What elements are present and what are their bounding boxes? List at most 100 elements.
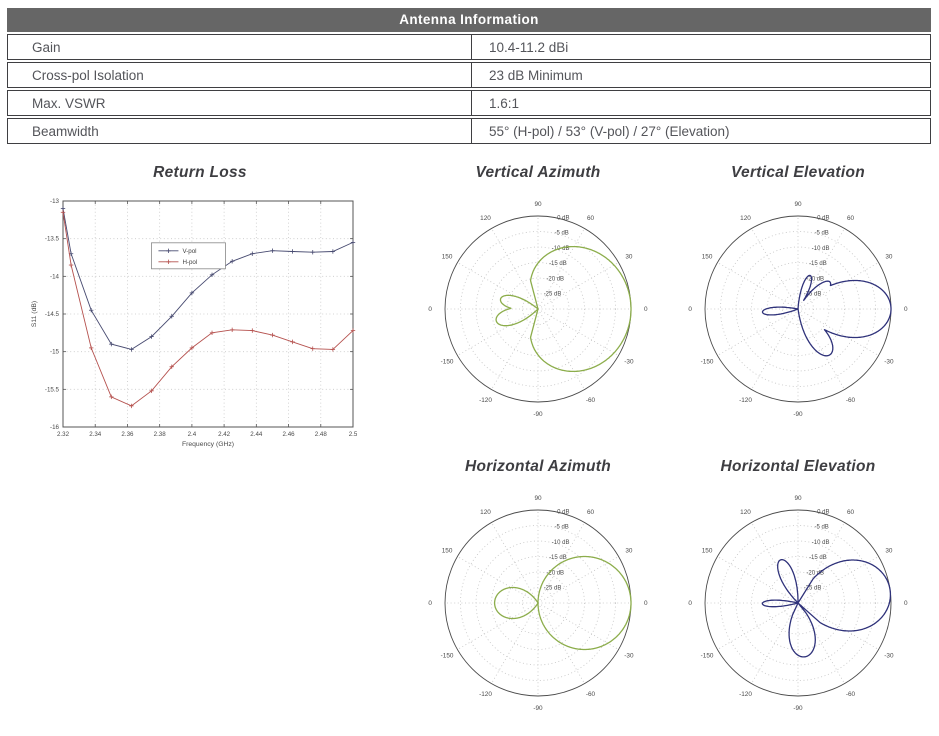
svg-text:60: 60	[847, 215, 855, 222]
row-label: Beamwidth	[32, 123, 99, 139]
svg-text:2.4: 2.4	[188, 431, 197, 438]
svg-text:0: 0	[644, 600, 648, 607]
svg-text:2.34: 2.34	[89, 431, 102, 438]
vertical-azimuth-chart-block: Vertical Azimuth 90 60 30 0 -30 -60 -90 -120 -15…	[428, 161, 648, 429]
row-label: Max. VSWR	[32, 95, 106, 111]
svg-text:-20 dB: -20 dB	[546, 276, 564, 282]
svg-text:-10 dB: -10 dB	[552, 246, 570, 252]
chart-title: Vertical Elevation	[730, 164, 866, 181]
vertical-elevation-polar-plot: 90 60 30 0 -30 -60 -90 -120 -150 180 150 120 0 dB -5 …	[688, 201, 908, 418]
svg-text:-15.5: -15.5	[45, 386, 60, 393]
svg-text:-10 dB: -10 dB	[552, 540, 570, 546]
svg-text:90: 90	[534, 495, 542, 502]
table-row-beamwidth: Beamwidth 55° (H-pol) / 53° (V-pol) / 27…	[7, 118, 931, 144]
svg-text:120: 120	[740, 215, 751, 222]
table-row-vswr: Max. VSWR 1.6:1	[7, 90, 931, 116]
svg-text:60: 60	[587, 509, 595, 516]
svg-text:-15 dB: -15 dB	[549, 555, 567, 561]
svg-text:2.36: 2.36	[121, 431, 134, 438]
svg-text:-30: -30	[884, 653, 894, 660]
svg-text:-120: -120	[739, 691, 752, 698]
row-value: 23 dB Minimum	[471, 63, 930, 87]
svg-text:S11 (dB): S11 (dB)	[31, 301, 38, 327]
svg-text:-150: -150	[441, 653, 454, 660]
svg-text:-60: -60	[846, 397, 856, 404]
row-value: 10.4-11.2 dBi	[471, 35, 930, 59]
svg-text:-13: -13	[50, 198, 60, 205]
svg-text:-5 dB: -5 dB	[814, 525, 828, 531]
svg-text:-150: -150	[441, 359, 454, 366]
svg-text:60: 60	[587, 215, 595, 222]
svg-text:90: 90	[794, 201, 802, 208]
row-value: 1.6:1	[471, 91, 930, 115]
horizontal-elevation-polar-plot: 90 60 30 0 -30 -60 -90 -120 -150 180 150 120 0 dB -5 …	[688, 495, 908, 712]
svg-text:0 dB: 0 dB	[817, 215, 829, 221]
chart-title: Horizontal Azimuth	[464, 458, 612, 475]
svg-text:-30: -30	[624, 359, 634, 366]
return-loss-chart-block: Return Loss 2.32 2.34 2.36 2.38 2.4 2.42 2.44 2…	[15, 161, 385, 461]
svg-text:-120: -120	[479, 691, 492, 698]
svg-text:150: 150	[702, 548, 713, 555]
svg-text:-90: -90	[533, 705, 543, 712]
svg-text:150: 150	[702, 254, 713, 261]
svg-text:0: 0	[904, 600, 908, 607]
svg-text:120: 120	[480, 509, 491, 516]
svg-text:60: 60	[847, 509, 855, 516]
svg-text:-15: -15	[50, 349, 60, 356]
svg-text:-5 dB: -5 dB	[554, 231, 568, 237]
svg-text:-16: -16	[50, 424, 60, 431]
svg-text:180: 180	[688, 306, 692, 313]
svg-text:-120: -120	[739, 397, 752, 404]
svg-text:V-pol: V-pol	[182, 248, 196, 255]
row-label: Gain	[32, 39, 61, 55]
antenna-info-table: Antenna Information Gain 10.4-11.2 dBi C…	[7, 8, 931, 144]
svg-text:-25 dB: -25 dB	[804, 292, 822, 298]
table-row-gain: Gain 10.4-11.2 dBi	[7, 34, 931, 60]
svg-text:-120: -120	[479, 397, 492, 404]
svg-text:180: 180	[688, 600, 692, 607]
svg-text:2.48: 2.48	[315, 431, 328, 438]
svg-text:-25 dB: -25 dB	[804, 586, 822, 592]
svg-text:30: 30	[625, 254, 633, 261]
svg-text:2.5: 2.5	[349, 431, 358, 438]
svg-text:2.32: 2.32	[57, 431, 70, 438]
svg-text:2.38: 2.38	[154, 431, 167, 438]
svg-text:-10 dB: -10 dB	[812, 540, 830, 546]
svg-text:-20 dB: -20 dB	[806, 276, 824, 282]
svg-text:-25 dB: -25 dB	[544, 292, 562, 298]
chart-title: Return Loss	[153, 164, 247, 181]
svg-text:180: 180	[428, 306, 432, 313]
svg-text:120: 120	[740, 509, 751, 516]
svg-text:-30: -30	[884, 359, 894, 366]
horizontal-elevation-chart-block: Horizontal Elevation 90 60 30 0 -30 -60 -90 -12…	[688, 455, 908, 723]
svg-text:-5 dB: -5 dB	[814, 231, 828, 237]
svg-text:-25 dB: -25 dB	[544, 586, 562, 592]
vertical-azimuth-polar-plot: 90 60 30 0 -30 -60 -90 -120 -150 180 150 120 0 dB -5 …	[428, 201, 648, 418]
svg-text:-30: -30	[624, 653, 634, 660]
horizontal-azimuth-polar-plot: 90 60 30 0 -30 -60 -90 -120 -150 180 150 120 0 dB -5 …	[428, 495, 648, 712]
horizontal-azimuth-chart-block: Horizontal Azimuth 90 60 30 0 -30 -60 -90 -120 -…	[428, 455, 648, 723]
svg-text:-90: -90	[793, 411, 803, 418]
svg-text:30: 30	[885, 254, 893, 261]
svg-text:0: 0	[644, 306, 648, 313]
row-value: 55° (H-pol) / 53° (V-pol) / 27° (Elevati…	[471, 119, 930, 143]
svg-text:0: 0	[904, 306, 908, 313]
svg-text:150: 150	[442, 254, 453, 261]
svg-text:0 dB: 0 dB	[557, 509, 569, 515]
svg-text:2.42: 2.42	[218, 431, 231, 438]
svg-text:-10 dB: -10 dB	[812, 246, 830, 252]
row-label: Cross-pol Isolation	[32, 67, 144, 83]
svg-text:-90: -90	[793, 705, 803, 712]
svg-text:30: 30	[625, 548, 633, 555]
svg-text:-20 dB: -20 dB	[546, 570, 564, 576]
svg-text:0 dB: 0 dB	[557, 215, 569, 221]
chart-title: Horizontal Elevation	[720, 458, 876, 475]
svg-text:0 dB: 0 dB	[817, 509, 829, 515]
svg-text:-90: -90	[533, 411, 543, 418]
svg-text:-150: -150	[701, 359, 714, 366]
table-header-title: Antenna Information	[7, 8, 931, 32]
svg-text:2.46: 2.46	[283, 431, 296, 438]
svg-text:30: 30	[885, 548, 893, 555]
table-row-crosspol: Cross-pol Isolation 23 dB Minimum	[7, 62, 931, 88]
